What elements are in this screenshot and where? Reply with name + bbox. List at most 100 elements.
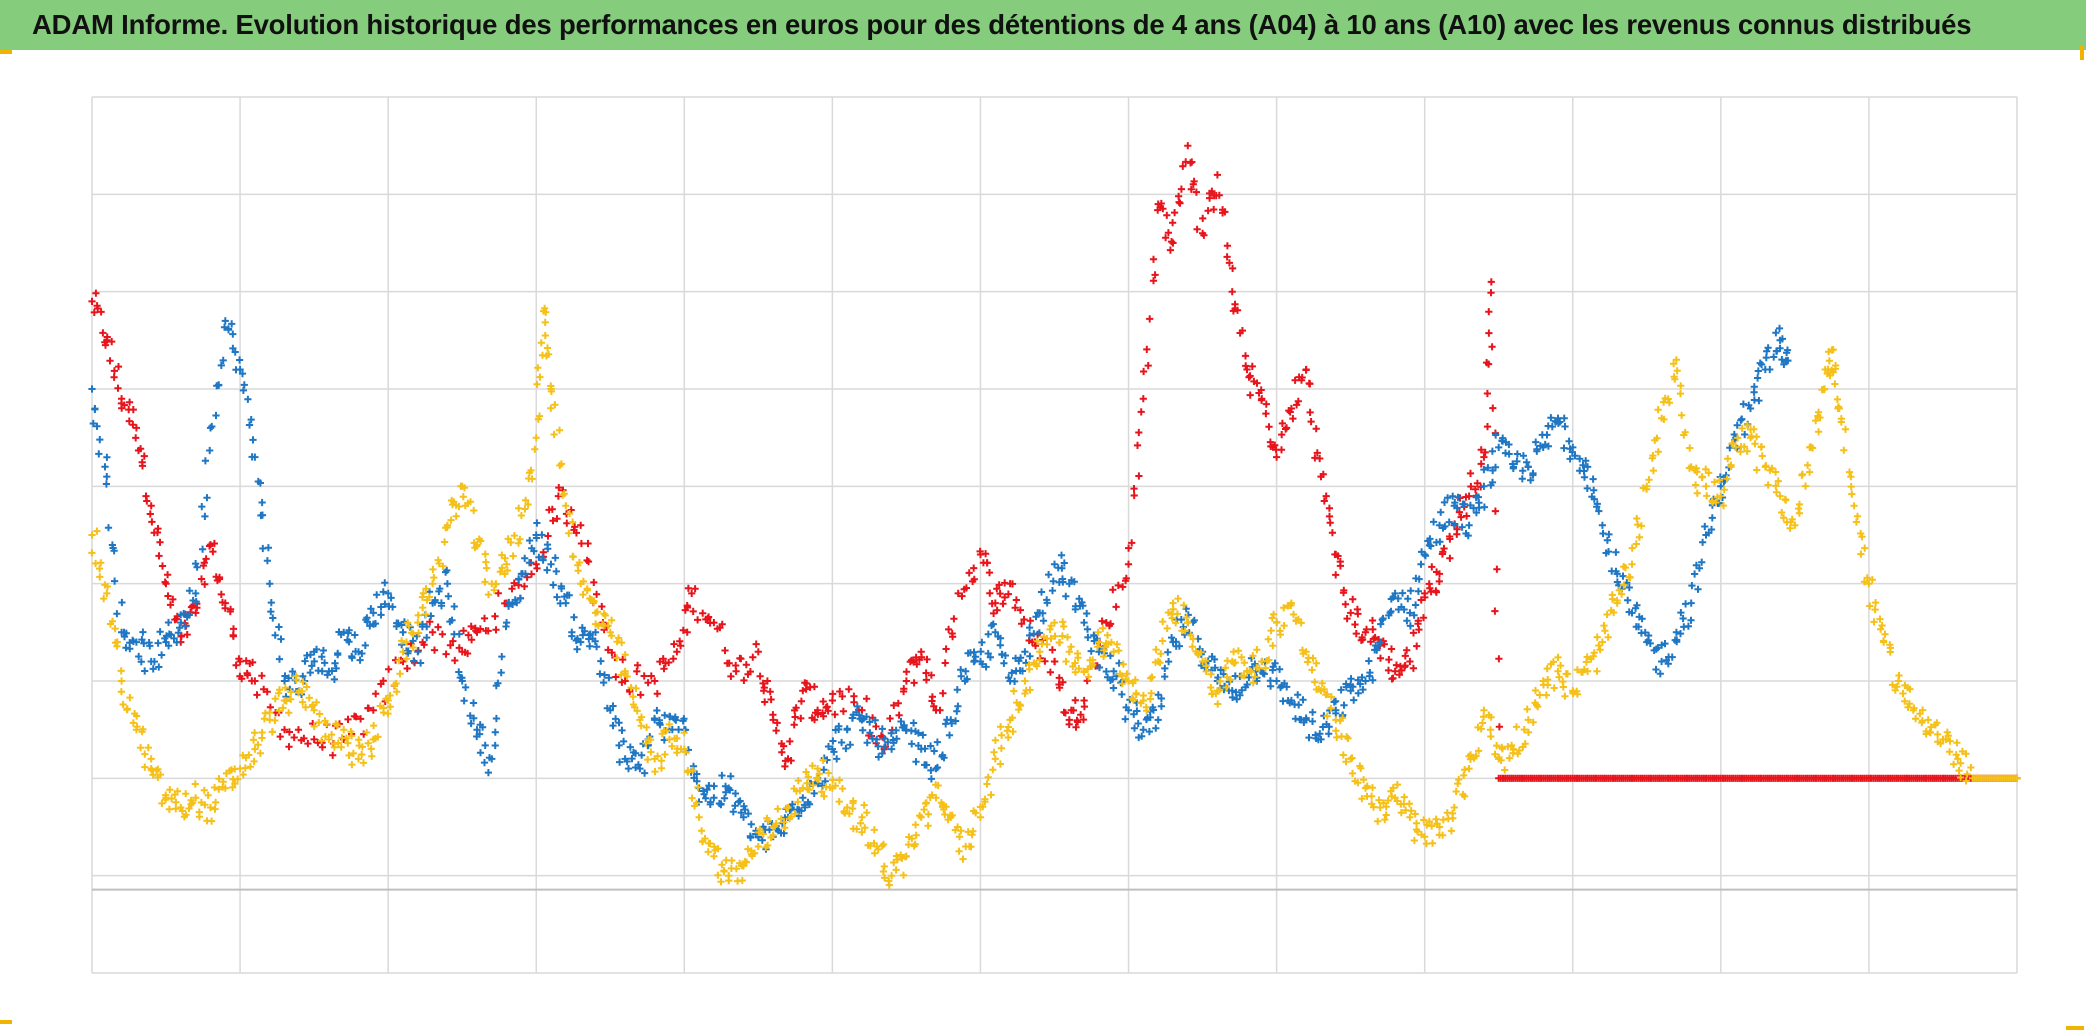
- data-point: [633, 667, 641, 675]
- data-point: [1621, 564, 1630, 572]
- data-point: [1392, 661, 1401, 669]
- data-point: [683, 628, 691, 636]
- data-point: [1531, 686, 1540, 695]
- data-point: [624, 765, 633, 773]
- data-point: [271, 695, 279, 703]
- data-point: [1295, 701, 1303, 709]
- data-point: [1845, 468, 1854, 476]
- data-point: [1403, 646, 1411, 654]
- data-point: [1480, 503, 1488, 511]
- data-point: [1154, 716, 1162, 724]
- data-point: [1161, 673, 1169, 681]
- data-point: [923, 655, 931, 663]
- data-point: [1156, 659, 1164, 667]
- data-point: [1426, 535, 1434, 543]
- data-point: [1413, 642, 1421, 650]
- data-point: [1188, 643, 1196, 651]
- data-point: [290, 733, 298, 742]
- data-point: [897, 717, 905, 726]
- data-point: [1389, 784, 1397, 792]
- data-point: [138, 462, 147, 470]
- data-point: [258, 672, 266, 680]
- data-point: [532, 434, 540, 442]
- data-point: [1180, 601, 1188, 609]
- data-point: [182, 811, 190, 819]
- data-point: [1519, 467, 1527, 475]
- data-point: [1048, 587, 1057, 595]
- data-point: [1465, 521, 1473, 529]
- data-point: [1360, 776, 1368, 784]
- data-point: [182, 790, 190, 798]
- data-point: [1440, 544, 1448, 553]
- data-point: [579, 577, 587, 585]
- data-point: [640, 672, 648, 680]
- data-point: [965, 569, 973, 577]
- data-point: [1063, 633, 1072, 641]
- data-point: [205, 542, 214, 550]
- data-point: [1554, 667, 1562, 675]
- data-point: [422, 585, 430, 593]
- data-point: [772, 819, 780, 828]
- data-point: [164, 618, 173, 627]
- data-point: [1561, 422, 1569, 431]
- data-point: [862, 713, 871, 721]
- data-point: [791, 810, 799, 818]
- data-point: [149, 665, 157, 673]
- data-point: [981, 798, 989, 806]
- data-point: [537, 339, 545, 347]
- data-point: [997, 744, 1005, 752]
- data-point: [1266, 438, 1274, 446]
- data-point: [1480, 453, 1488, 461]
- data-point: [1654, 448, 1662, 456]
- data-point: [1967, 763, 1975, 772]
- data-point: [414, 611, 422, 619]
- data-point: [1772, 482, 1780, 490]
- data-point: [735, 798, 743, 806]
- data-point: [1123, 670, 1131, 678]
- data-point: [632, 684, 640, 692]
- data-point: [1406, 657, 1414, 666]
- data-point: [1414, 587, 1422, 595]
- data-point: [229, 632, 237, 640]
- data-point: [269, 614, 277, 622]
- data-point: [1311, 678, 1319, 686]
- data-point: [154, 639, 162, 647]
- data-point: [1199, 214, 1207, 222]
- data-point: [1672, 628, 1680, 636]
- data-point: [409, 643, 417, 652]
- data-point: [573, 645, 581, 653]
- data-point: [1071, 696, 1079, 704]
- data-point: [1207, 670, 1215, 678]
- data-point: [251, 729, 259, 737]
- data-point: [783, 804, 791, 812]
- data-point: [266, 580, 274, 588]
- data-point: [231, 348, 239, 356]
- data-point: [1122, 675, 1130, 683]
- data-point: [393, 688, 401, 696]
- data-point: [612, 715, 620, 723]
- data-point: [1325, 730, 1333, 738]
- data-point: [936, 706, 944, 714]
- data-point: [275, 623, 283, 631]
- data-point: [1483, 389, 1491, 398]
- data-point: [315, 718, 323, 727]
- data-point: [1165, 658, 1173, 666]
- data-point: [402, 638, 411, 646]
- data-point: [1323, 712, 1331, 720]
- data-point: [999, 600, 1007, 608]
- data-point: [419, 589, 427, 597]
- data-point: [330, 675, 338, 683]
- data-point: [1065, 720, 1073, 728]
- data-point: [1745, 401, 1753, 409]
- data-point: [312, 698, 321, 706]
- data-point: [1339, 751, 1347, 759]
- data-point: [553, 515, 561, 523]
- data-point: [173, 787, 182, 795]
- data-point: [1397, 809, 1405, 817]
- data-point: [164, 571, 172, 579]
- data-point: [1743, 447, 1751, 455]
- data-point: [304, 740, 312, 748]
- data-point: [1001, 593, 1009, 601]
- data-point: [560, 490, 568, 498]
- data-point: [1401, 662, 1409, 670]
